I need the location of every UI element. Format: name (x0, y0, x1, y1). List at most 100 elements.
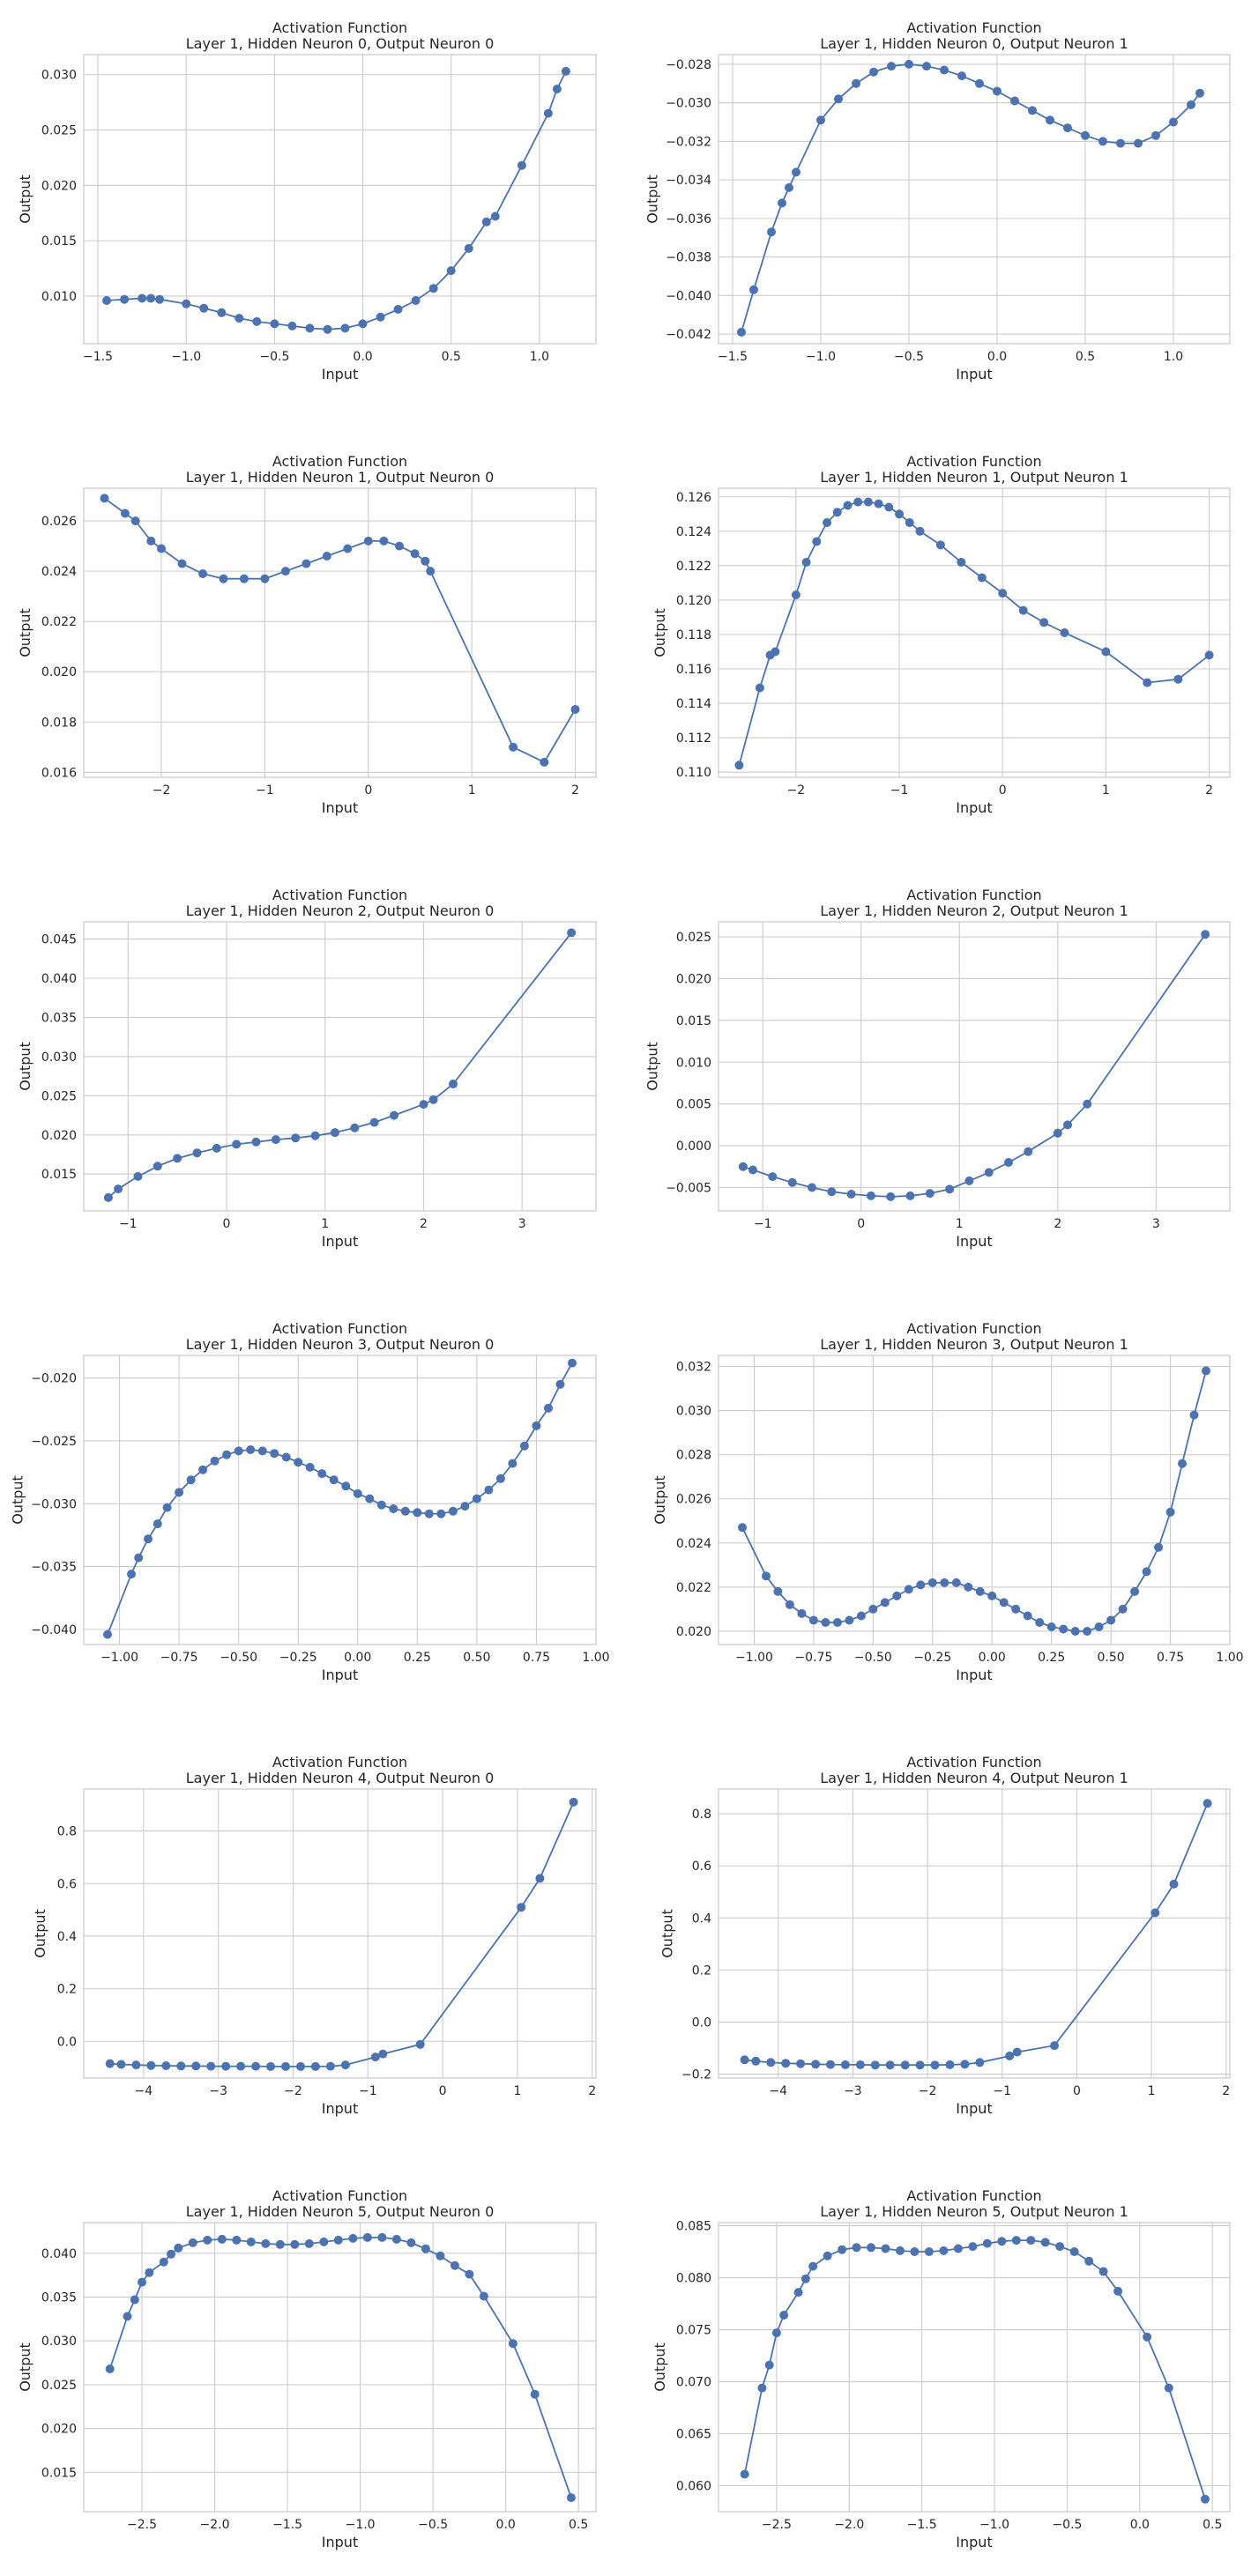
x-tick-label: 2 (588, 2084, 596, 2098)
x-tick-label: 0.0 (353, 350, 372, 364)
x-tick-label: 3 (1152, 1217, 1160, 1231)
chart-subtitle: Layer 1, Hidden Neuron 2, Output Neuron … (186, 902, 495, 919)
plot-area (719, 1355, 1230, 1644)
data-point (252, 316, 262, 326)
y-tick-label: 0.030 (41, 2335, 77, 2349)
data-point (998, 589, 1008, 598)
data-point (296, 2061, 305, 2071)
x-tick-label: −2.0 (834, 2518, 864, 2532)
data-point (103, 1192, 113, 1202)
data-point (846, 1190, 856, 1199)
y-axis-label: Output (17, 174, 34, 224)
y-tick-label: 0.020 (676, 1625, 711, 1639)
data-point (832, 508, 842, 517)
data-point (867, 2243, 875, 2253)
data-point (343, 544, 353, 553)
data-point (424, 1509, 434, 1518)
data-point (781, 2059, 791, 2068)
subplot-3-1: −1.00 −0.75 −0.50 −0.25 0.00 0.25 0.50 0.75 1.00… (652, 1320, 1244, 1683)
data-point (567, 928, 577, 938)
data-point (266, 2061, 275, 2071)
data-point (552, 85, 562, 93)
chart-subtitle: Layer 1, Hidden Neuron 1, Output Neuron … (820, 469, 1128, 486)
data-point (246, 2237, 256, 2246)
data-point (1202, 1366, 1210, 1376)
data-point (340, 323, 350, 333)
data-point (395, 541, 404, 551)
data-point (568, 1358, 577, 1368)
x-tick-label: −1 (754, 1217, 772, 1231)
subplot-0-0: −1.5 −1.0 −0.5 0.0 0.5 1.0 0.010 0.015 0.020 0.02… (17, 19, 597, 382)
data-point (182, 299, 191, 308)
plot-area (719, 922, 1230, 1211)
plot-frame (83, 921, 597, 1212)
x-tick-label: 0.75 (523, 1651, 550, 1665)
data-point (358, 319, 368, 329)
data-point (977, 573, 987, 583)
data-point (1178, 1459, 1187, 1468)
data-point (519, 1441, 529, 1451)
y-tick-label: 0.0 (57, 2035, 77, 2049)
subplot-0-1: −1.5 −1.0 −0.5 0.0 0.5 1.0 −0.042 −0.040 −0.038 −… (644, 19, 1231, 382)
x-tick-label: −2.0 (200, 2518, 230, 2532)
data-point (975, 2058, 985, 2067)
y-axis-label: Output (17, 2342, 34, 2392)
data-point (133, 1171, 143, 1181)
data-point (236, 2061, 246, 2071)
data-point (481, 217, 491, 226)
y-tick-label: −0.025 (31, 1435, 77, 1449)
y-tick-label: −0.034 (666, 174, 711, 188)
data-point (275, 2239, 285, 2249)
x-tick-label: −3 (209, 2084, 227, 2098)
data-point (540, 757, 549, 767)
y-tick-label: 0.030 (41, 1050, 77, 1065)
data-point (221, 2061, 231, 2071)
data-point (874, 499, 883, 509)
data-point (1154, 1542, 1164, 1552)
data-point (960, 2060, 970, 2069)
x-axis-label: Input (322, 366, 358, 382)
data-point (1026, 2236, 1036, 2246)
data-point (1204, 650, 1214, 660)
data-point (852, 78, 860, 88)
x-axis-label: Input (956, 366, 992, 382)
data-point (964, 1176, 974, 1185)
data-point (393, 305, 403, 314)
data-point (1116, 138, 1125, 148)
data-point (329, 1475, 339, 1485)
data-point (800, 2274, 810, 2283)
y-tick-label: 0.010 (41, 290, 77, 304)
x-axis-label: Input (956, 2100, 992, 2117)
data-point (362, 2232, 372, 2242)
data-point (1098, 137, 1107, 146)
data-point (1018, 605, 1028, 615)
data-point (1113, 2286, 1123, 2296)
data-point (400, 1506, 410, 1516)
chart-subtitle: Layer 1, Hidden Neuron 4, Output Neuron … (820, 1770, 1128, 1786)
data-point (915, 526, 925, 536)
subplot-5-1: −2.5 −2.0 −1.5 −1.0 −0.5 0.0 0.5 0.060 0.065 0.07… (652, 2187, 1231, 2550)
data-point (737, 327, 746, 337)
y-axis-label: Output (32, 1909, 48, 1958)
data-point (987, 1591, 997, 1600)
y-tick-label: 0.080 (676, 2272, 711, 2286)
plot-area (84, 1355, 596, 1644)
y-tick-label: 0.032 (676, 1361, 711, 1375)
data-point (350, 1123, 360, 1132)
y-tick-label: 0.018 (41, 716, 77, 730)
data-point (1164, 2383, 1173, 2393)
data-point (935, 540, 945, 550)
plot-area (84, 55, 596, 344)
series-line (106, 71, 567, 330)
data-point (1173, 674, 1183, 684)
x-tick-label: −0.25 (279, 1651, 317, 1665)
data-point (114, 1184, 123, 1194)
data-point (757, 2383, 767, 2393)
data-point (1004, 1158, 1013, 1167)
y-tick-label: 0.060 (676, 2480, 711, 2494)
data-point (968, 2242, 978, 2252)
data-point (198, 1465, 208, 1474)
x-tick-label: 1 (513, 2084, 521, 2098)
data-point (887, 62, 896, 71)
data-point (997, 2237, 1007, 2246)
